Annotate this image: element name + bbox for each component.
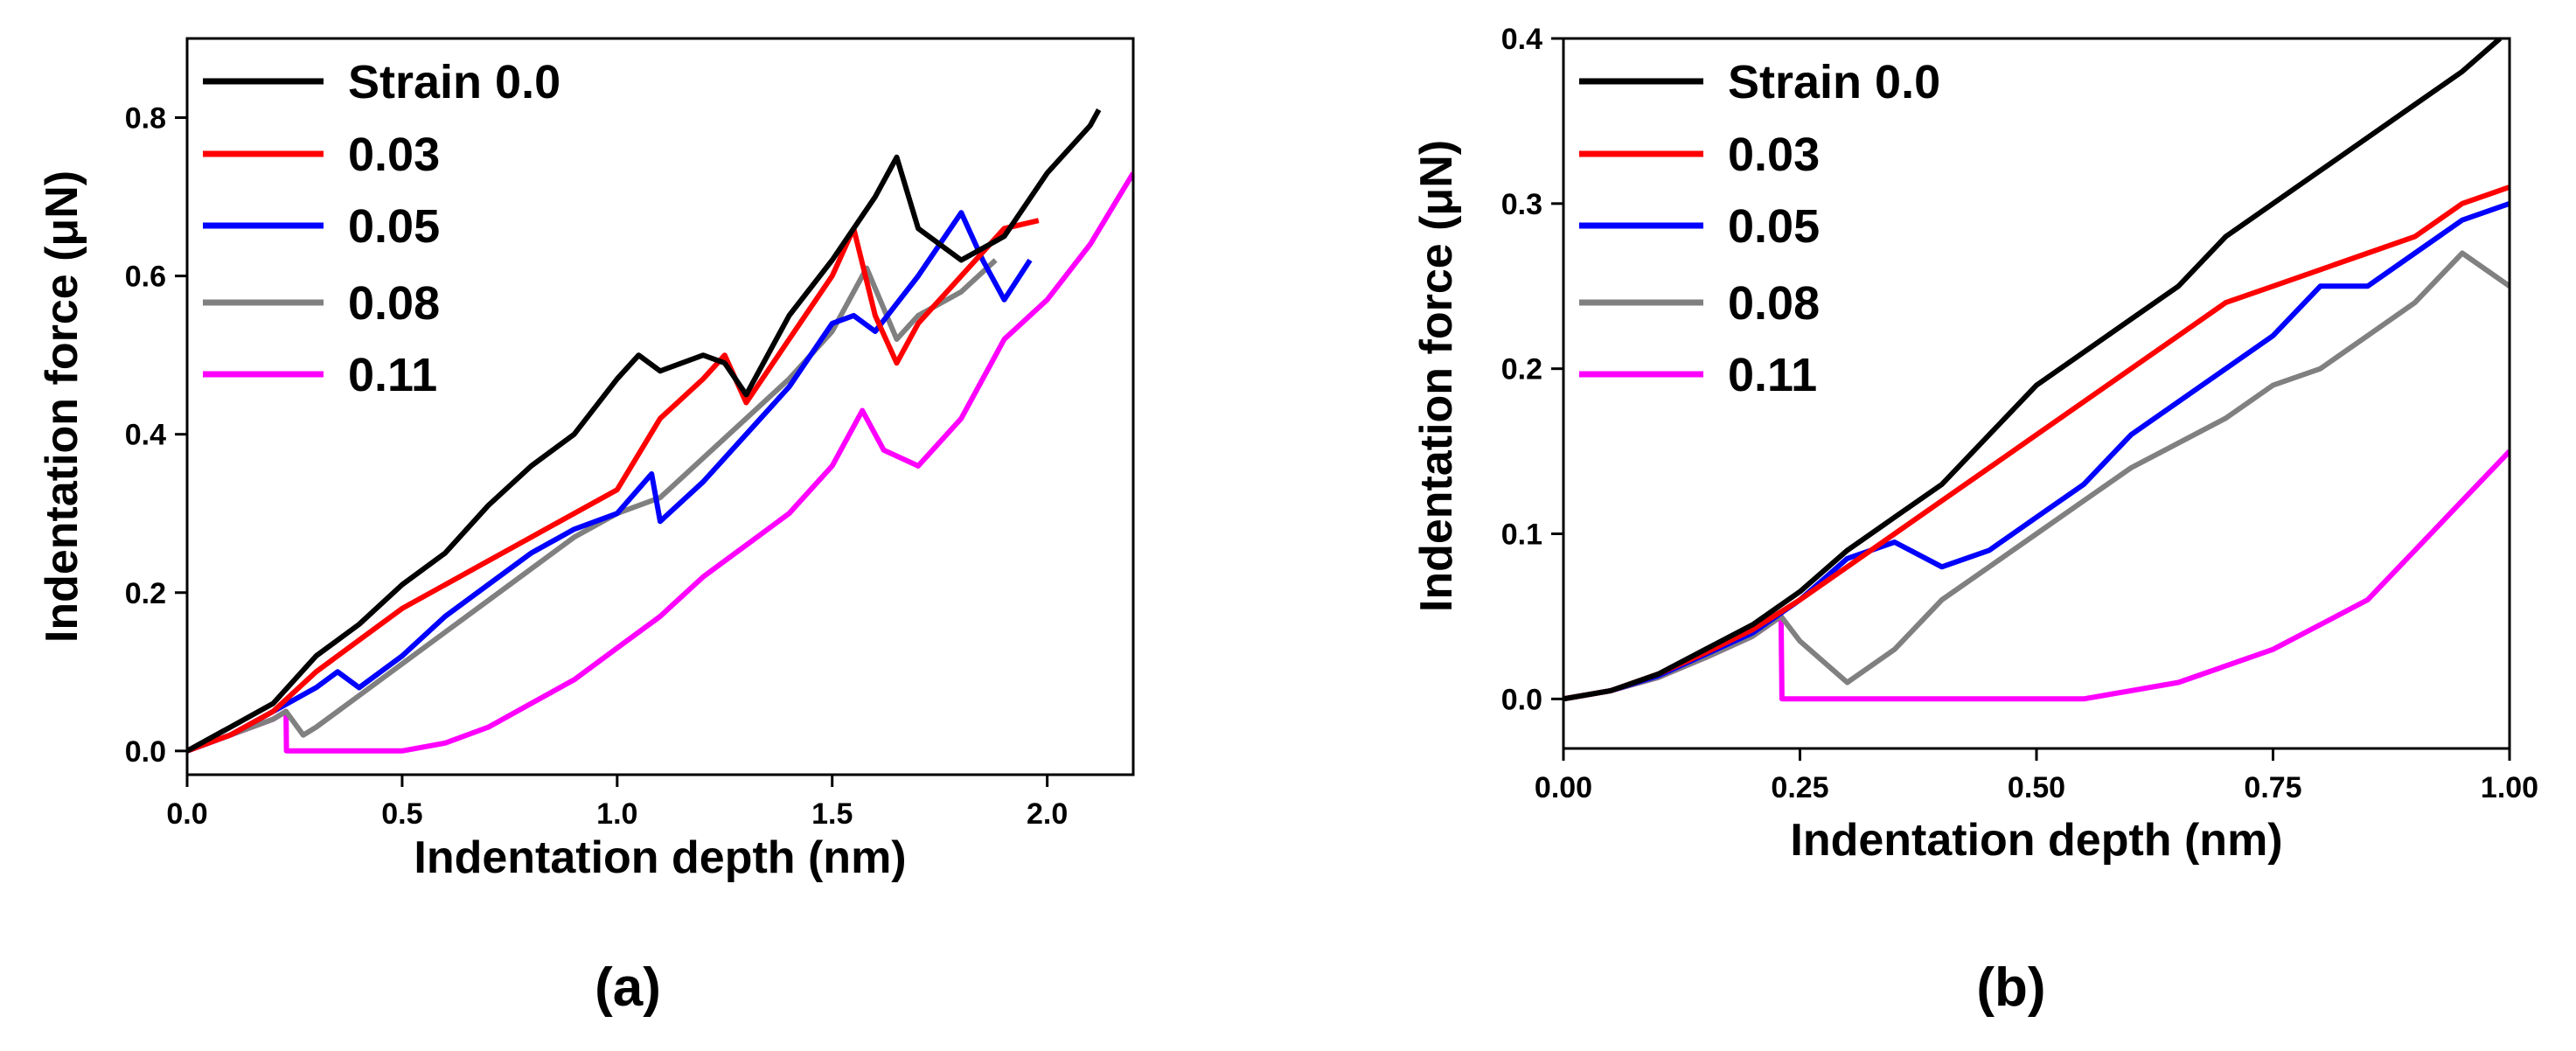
y-tick-label: 0.2 bbox=[1501, 353, 1542, 386]
tick-layer: 0.0 0.5 1.0 1.5 2.0 0.0 0.2 0.4 0.6 0.8 bbox=[125, 102, 1069, 831]
plot-frame bbox=[185, 37, 1135, 776]
x-tick-label: 1.5 bbox=[811, 797, 853, 831]
series-line-4 bbox=[1563, 449, 2510, 702]
legend-label: 0.11 bbox=[348, 349, 437, 401]
legend-label: 0.03 bbox=[1728, 129, 1820, 181]
panel-label: (b) bbox=[1976, 957, 2045, 1018]
plot-layer bbox=[1563, 38, 2510, 702]
x-tick-label: 1.00 bbox=[2481, 771, 2538, 804]
x-tick-label: 2.0 bbox=[1027, 797, 1068, 831]
legend-label: Strain 0.0 bbox=[348, 56, 560, 108]
y-axis-title: Indentation force (μN) bbox=[37, 171, 87, 643]
y-tick-label: 0.8 bbox=[125, 102, 166, 136]
legend-label: 0.08 bbox=[1728, 277, 1820, 330]
x-tick-label: 0.5 bbox=[381, 797, 422, 831]
y-tick-label: 0.1 bbox=[1501, 519, 1542, 552]
y-tick-label: 0.0 bbox=[1501, 683, 1542, 716]
series-line-4 bbox=[187, 171, 1133, 754]
legend-label: 0.08 bbox=[348, 277, 440, 330]
y-tick-label: 0.2 bbox=[125, 577, 166, 610]
series-line-1 bbox=[1563, 184, 2510, 702]
legend-label: Strain 0.0 bbox=[1728, 56, 1940, 108]
y-tick-label: 0.6 bbox=[125, 261, 166, 294]
series-line-3 bbox=[1563, 250, 2510, 702]
x-tick-label: 0.0 bbox=[166, 797, 207, 831]
legend-label: 0.05 bbox=[1728, 200, 1820, 253]
x-tick-label: 1.0 bbox=[596, 797, 637, 831]
x-axis-title: Indentation depth (nm) bbox=[1790, 815, 2282, 866]
legend-label: 0.03 bbox=[348, 129, 440, 181]
y-tick-label: 0.4 bbox=[125, 419, 166, 452]
y-tick-label: 0.0 bbox=[125, 735, 166, 769]
series-line-2 bbox=[1563, 200, 2510, 702]
series-line-2 bbox=[187, 210, 1033, 754]
plot-layer bbox=[187, 108, 1133, 754]
plot-frame bbox=[1562, 37, 2511, 750]
x-axis-title: Indentation depth (nm) bbox=[414, 832, 906, 883]
x-tick-label: 0.00 bbox=[1535, 771, 1592, 804]
legend-label: 0.05 bbox=[348, 200, 440, 253]
legend-label: 0.11 bbox=[1728, 349, 1817, 401]
series-line-3 bbox=[187, 258, 998, 754]
legend: Strain 0.0 0.03 0.05 0.08 0.11 bbox=[203, 56, 560, 401]
chart-panel-b: 0.00 0.25 0.50 0.75 1.00 0.0 0.1 0.2 0.3 0.4 Inde… bbox=[1411, 23, 2538, 1018]
x-tick-label: 0.50 bbox=[2008, 771, 2065, 804]
series-line-0 bbox=[187, 108, 1102, 754]
y-axis-title: Indentation force (μN) bbox=[1411, 140, 1462, 612]
y-tick-label: 0.3 bbox=[1501, 188, 1542, 221]
tick-layer: 0.00 0.25 0.50 0.75 1.00 0.0 0.1 0.2 0.3 0.4 bbox=[1501, 23, 2538, 804]
x-tick-label: 0.25 bbox=[1771, 771, 1828, 804]
legend: Strain 0.0 0.03 0.05 0.08 0.11 bbox=[1579, 56, 1940, 401]
series-line-0 bbox=[1563, 38, 2503, 702]
panel-label: (a) bbox=[595, 957, 661, 1018]
chart-panel-a: 0.0 0.5 1.0 1.5 2.0 0.0 0.2 0.4 0.6 0.8 Indentati… bbox=[37, 37, 1135, 1018]
y-tick-label: 0.4 bbox=[1501, 23, 1542, 56]
x-tick-label: 0.75 bbox=[2244, 771, 2301, 804]
series-line-1 bbox=[187, 218, 1040, 754]
